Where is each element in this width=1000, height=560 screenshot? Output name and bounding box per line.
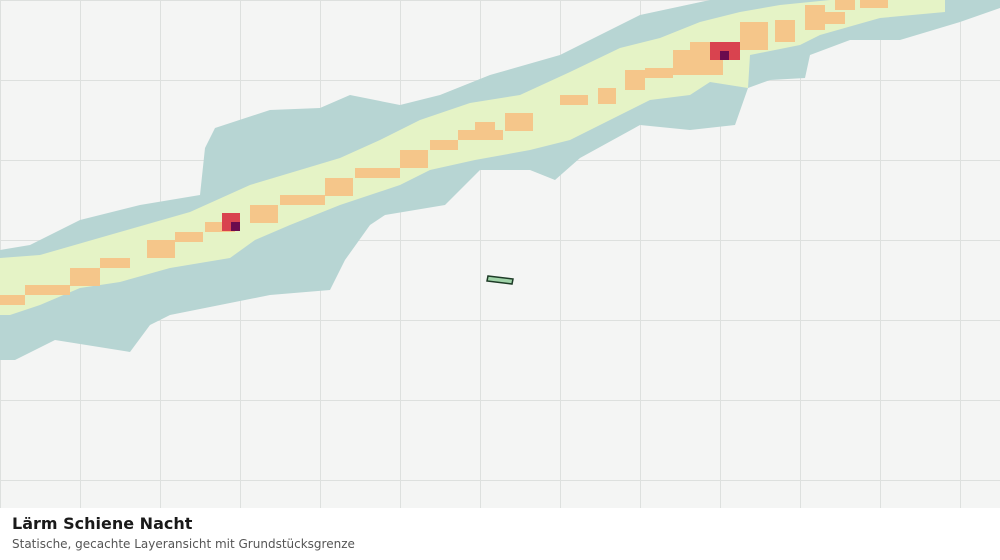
caption: Lärm Schiene Nacht Statische, gecachte L…: [0, 508, 1000, 560]
noise-cell: [400, 150, 428, 168]
noise-cell: [805, 5, 825, 30]
noise-cell: [231, 222, 240, 231]
noise-cell: [0, 295, 25, 305]
noise-cell: [505, 113, 533, 131]
map-title: Lärm Schiene Nacht: [12, 514, 193, 533]
noise-cell: [147, 240, 175, 258]
map: [0, 0, 1000, 508]
map-subtitle: Statische, gecachte Layeransicht mit Gru…: [12, 537, 355, 551]
noise-cell: [560, 95, 588, 105]
noise-cell: [250, 205, 278, 223]
noise-cell: [690, 42, 710, 52]
noise-cell: [645, 68, 673, 78]
noise-cell: [325, 178, 353, 196]
noise-cell: [100, 258, 130, 268]
noise-cell: [280, 195, 325, 205]
noise-cell: [458, 130, 503, 140]
noise-cell: [70, 268, 100, 286]
noise-cell: [775, 20, 795, 42]
noise-zone-extreme: [231, 51, 729, 231]
noise-zone-low: [0, 0, 1000, 360]
noise-cell: [860, 0, 888, 8]
noise-cell: [825, 12, 845, 24]
noise-cell: [835, 0, 855, 10]
noise-cell: [598, 88, 616, 104]
noise-cell: [25, 285, 70, 295]
noise-zone-high: [0, 0, 888, 305]
noise-cell: [625, 70, 645, 90]
noise-cell: [175, 232, 203, 242]
noise-cell: [720, 51, 729, 60]
noise-cell: [740, 22, 768, 50]
noise-zone-medium: [0, 0, 945, 315]
noise-cell: [475, 122, 495, 130]
parcel-boundary: [486, 275, 514, 285]
noise-cell: [430, 140, 458, 150]
noise-cell: [355, 168, 400, 178]
noise-cell: [205, 222, 235, 232]
